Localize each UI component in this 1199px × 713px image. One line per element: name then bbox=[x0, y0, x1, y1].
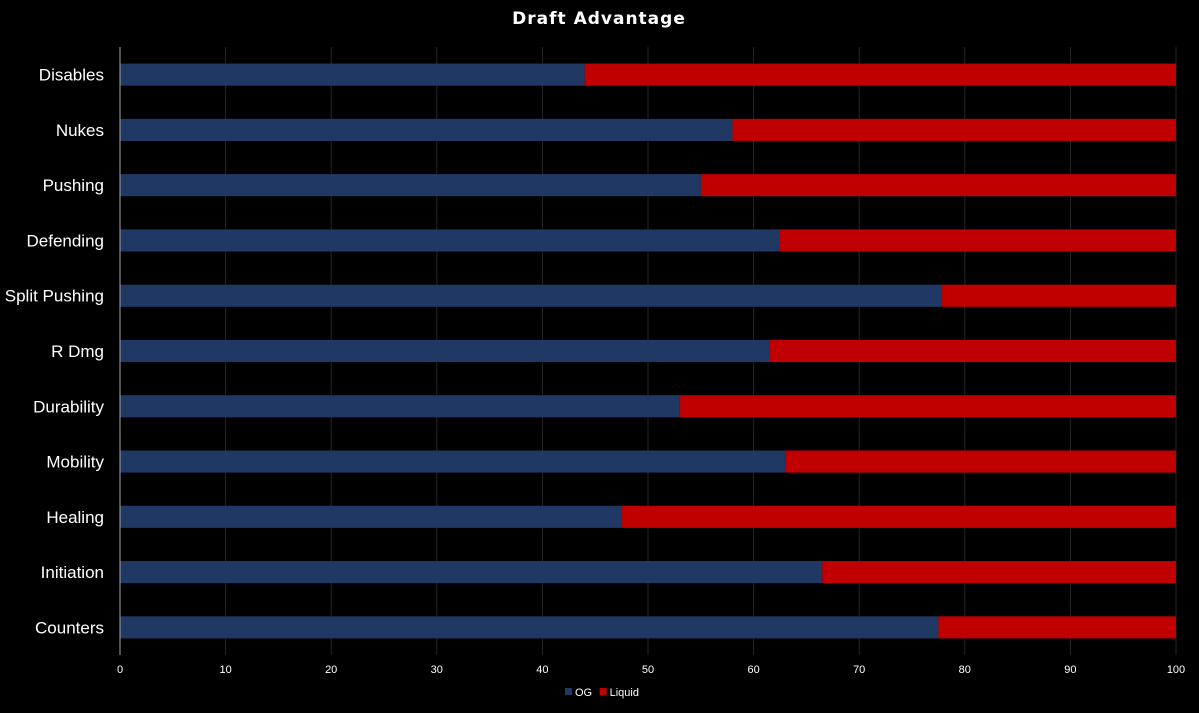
x-tick-label: 10 bbox=[219, 664, 231, 676]
x-tick-label: 30 bbox=[431, 664, 443, 676]
x-tick-label: 60 bbox=[747, 664, 759, 676]
category-label: Mobility bbox=[46, 453, 104, 472]
x-tick-label: 20 bbox=[325, 664, 337, 676]
bar-og-mobility bbox=[120, 450, 786, 473]
bar-og-pushing bbox=[120, 174, 701, 197]
category-label: Counters bbox=[35, 618, 104, 637]
bars bbox=[120, 63, 1176, 639]
x-tick-label: 50 bbox=[642, 664, 654, 676]
x-tick-label: 40 bbox=[536, 664, 548, 676]
bar-og-disables bbox=[120, 63, 585, 86]
category-label: Pushing bbox=[43, 176, 104, 195]
category-label: Disables bbox=[39, 66, 104, 85]
bar-og-split-pushing bbox=[120, 284, 942, 307]
bar-liquid-durability bbox=[679, 395, 1176, 418]
category-label: Split Pushing bbox=[5, 287, 104, 306]
bar-liquid-pushing bbox=[700, 174, 1176, 197]
bar-og-defending bbox=[120, 229, 780, 252]
bar-liquid-disables bbox=[584, 63, 1176, 86]
bar-liquid-r-dmg bbox=[769, 339, 1176, 363]
bar-liquid-defending bbox=[780, 229, 1176, 252]
category-label: Healing bbox=[46, 508, 104, 527]
bar-liquid-split-pushing bbox=[941, 284, 1176, 307]
legend: OG Liquid bbox=[565, 687, 639, 699]
bar-liquid-counters bbox=[938, 616, 1176, 639]
legend-label-liquid: Liquid bbox=[610, 687, 639, 699]
legend-label-og: OG bbox=[575, 687, 592, 699]
bar-liquid-nukes bbox=[732, 118, 1176, 141]
bar-liquid-healing bbox=[621, 505, 1176, 528]
bar-og-initiation bbox=[120, 561, 823, 584]
bar-liquid-mobility bbox=[785, 450, 1176, 473]
bar-og-r-dmg bbox=[120, 339, 770, 363]
x-tick-labels: 0 10 20 30 40 50 60 70 80 90 100 bbox=[117, 664, 1185, 676]
x-tick-label: 0 bbox=[117, 664, 123, 676]
bar-liquid-initiation bbox=[822, 561, 1176, 584]
x-tick-label: 100 bbox=[1167, 664, 1185, 676]
x-tick-label: 80 bbox=[959, 664, 971, 676]
chart-title: Draft Advantage bbox=[512, 9, 686, 29]
category-label: Durability bbox=[33, 397, 104, 416]
bar-og-healing bbox=[120, 505, 622, 528]
category-label: Nukes bbox=[56, 121, 104, 140]
bar-og-counters bbox=[120, 616, 939, 639]
bar-og-nukes bbox=[120, 118, 733, 141]
category-labels: Disables Nukes Pushing Defending Split Pushi… bbox=[5, 66, 105, 638]
category-label: Initiation bbox=[41, 563, 104, 582]
legend-swatch-og bbox=[565, 688, 572, 695]
x-tick-label: 90 bbox=[1064, 664, 1076, 676]
category-label: R Dmg bbox=[51, 342, 104, 361]
legend-swatch-liquid bbox=[599, 688, 607, 695]
bar-og-durability bbox=[120, 395, 680, 418]
category-label: Defending bbox=[26, 231, 104, 250]
x-tick-label: 70 bbox=[853, 664, 865, 676]
